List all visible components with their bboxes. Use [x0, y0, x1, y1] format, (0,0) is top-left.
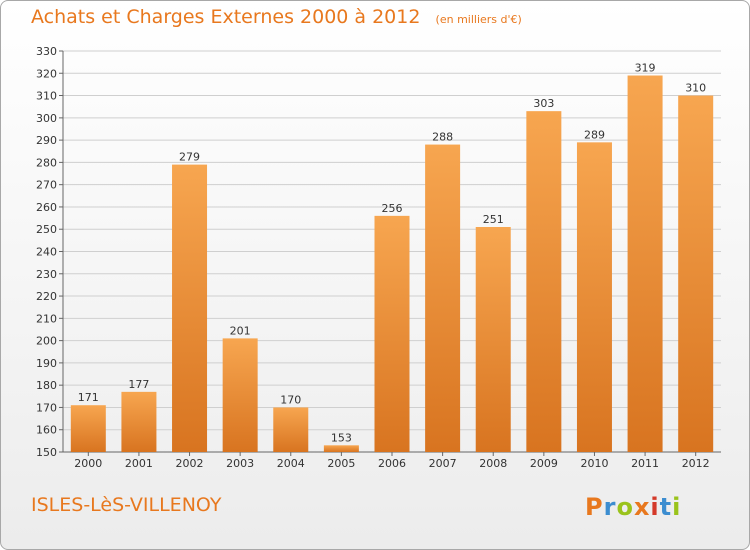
- bar-2009: [526, 111, 562, 453]
- data-label-2006: 256: [382, 202, 403, 215]
- bar-2001: [121, 391, 157, 452]
- data-label-2012: 310: [685, 82, 706, 95]
- logo-letter: t: [659, 493, 673, 521]
- y-tick-label: 260: [36, 201, 57, 214]
- y-tick-label: 270: [36, 179, 57, 192]
- y-tick-label: 200: [36, 335, 57, 348]
- location-name: ISLES-LèS-VILLENOY: [31, 494, 222, 516]
- y-tick-label: 160: [36, 424, 57, 437]
- bars: [70, 75, 714, 453]
- bar-2006: [374, 215, 410, 452]
- logo-letter: x: [633, 493, 651, 521]
- bar-2004: [273, 407, 309, 452]
- chart-unit-note: (en milliers d'€): [435, 13, 522, 26]
- data-label-2000: 171: [78, 391, 99, 404]
- logo-letter: i: [650, 493, 660, 521]
- bar-2012: [678, 95, 714, 453]
- y-tick-label: 250: [36, 223, 57, 236]
- logo-letter: r: [603, 493, 617, 521]
- chart-title-main: Achats et Charges Externes 2000 à 2012: [31, 6, 421, 28]
- y-tick-label: 230: [36, 268, 57, 281]
- x-tick-label-2002: 2002: [176, 457, 204, 470]
- logo-letter: P: [585, 493, 604, 521]
- y-tick-label: 220: [36, 290, 57, 303]
- x-tick-label-2010: 2010: [580, 457, 608, 470]
- x-tick-label-2007: 2007: [429, 457, 457, 470]
- x-tick-label-2009: 2009: [530, 457, 558, 470]
- data-label-2001: 177: [128, 378, 149, 391]
- x-tick-label-2012: 2012: [682, 457, 710, 470]
- x-tick-label-2003: 2003: [226, 457, 254, 470]
- data-label-2009: 303: [533, 97, 554, 110]
- bar-2011: [627, 75, 663, 452]
- data-label-2004: 170: [280, 393, 301, 406]
- chart-title: Achats et Charges Externes 2000 à 2012 (…: [31, 6, 522, 28]
- proxiti-logo: Proxiti: [585, 493, 681, 521]
- y-tick-label: 300: [36, 112, 57, 125]
- y-tick-label: 180: [36, 379, 57, 392]
- x-tick-label-2011: 2011: [631, 457, 659, 470]
- bar-2003: [222, 338, 258, 452]
- bar-2008: [475, 226, 511, 452]
- y-tick-label: 280: [36, 156, 57, 169]
- x-tick-label-2005: 2005: [327, 457, 355, 470]
- x-tick-label-2008: 2008: [479, 457, 507, 470]
- data-label-2011: 319: [635, 62, 656, 75]
- data-label-2010: 289: [584, 128, 605, 141]
- logo-letter: i: [672, 493, 682, 521]
- bar-2002: [172, 164, 208, 452]
- x-tick-label-2000: 2000: [74, 457, 102, 470]
- bar-2010: [576, 142, 612, 453]
- y-tick-label: 210: [36, 312, 57, 325]
- x-tick-label-2004: 2004: [277, 457, 305, 470]
- y-tick-label: 330: [36, 45, 57, 58]
- logo-letter: o: [616, 493, 634, 521]
- bar-2000: [70, 405, 106, 452]
- bar-2007: [425, 144, 461, 453]
- y-tick-label: 170: [36, 401, 57, 414]
- bar-2005: [323, 445, 359, 452]
- data-label-2008: 251: [483, 213, 504, 226]
- y-tick-label: 150: [36, 446, 57, 459]
- y-tick-label: 190: [36, 357, 57, 370]
- y-tick-label: 290: [36, 134, 57, 147]
- x-tick-label-2001: 2001: [125, 457, 153, 470]
- data-labels: 171 177 279 201 170 153 256 288 251 303 289 319 310: [78, 62, 706, 445]
- data-label-2005: 153: [331, 431, 352, 444]
- x-tick-label-2006: 2006: [378, 457, 406, 470]
- y-tick-label: 310: [36, 90, 57, 103]
- data-label-2007: 288: [432, 131, 453, 144]
- data-label-2002: 279: [179, 151, 200, 164]
- y-tick-label: 320: [36, 67, 57, 80]
- data-label-2003: 201: [230, 324, 251, 337]
- y-tick-label: 240: [36, 246, 57, 259]
